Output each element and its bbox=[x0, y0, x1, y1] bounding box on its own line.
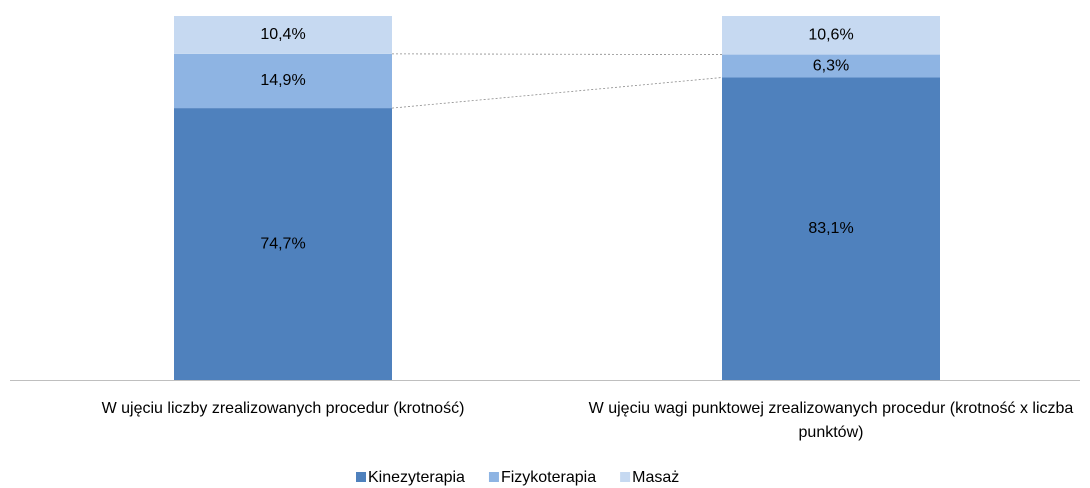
legend-swatch bbox=[356, 472, 366, 482]
data-label: 83,1% bbox=[808, 220, 853, 237]
x-tick-label: W ujęciu liczby zrealizowanych procedur … bbox=[101, 400, 465, 417]
connector-line bbox=[391, 53, 723, 55]
bar-segment bbox=[722, 16, 940, 55]
connector-line bbox=[391, 77, 723, 109]
legend-label: Fizykoterapia bbox=[501, 469, 596, 486]
bar-segment bbox=[174, 53, 392, 109]
data-label: 74,7% bbox=[260, 235, 305, 252]
x-tick-label: W ujęciu wagi punktowej zrealizowanych p… bbox=[588, 400, 1074, 441]
bar-segment bbox=[174, 108, 392, 380]
bar-segment bbox=[722, 54, 940, 78]
data-label: 14,9% bbox=[260, 72, 305, 89]
legend-swatch bbox=[620, 472, 631, 482]
legend-swatch bbox=[488, 472, 499, 482]
data-label: 10,6% bbox=[808, 27, 853, 44]
bar-segment bbox=[174, 16, 392, 54]
legend-label: Masaż bbox=[632, 469, 679, 486]
legend-label: Kinezyterapia bbox=[368, 469, 465, 486]
data-label: 10,4% bbox=[260, 26, 305, 43]
bar-segment bbox=[722, 77, 940, 381]
data-label: 6,3% bbox=[813, 57, 849, 74]
